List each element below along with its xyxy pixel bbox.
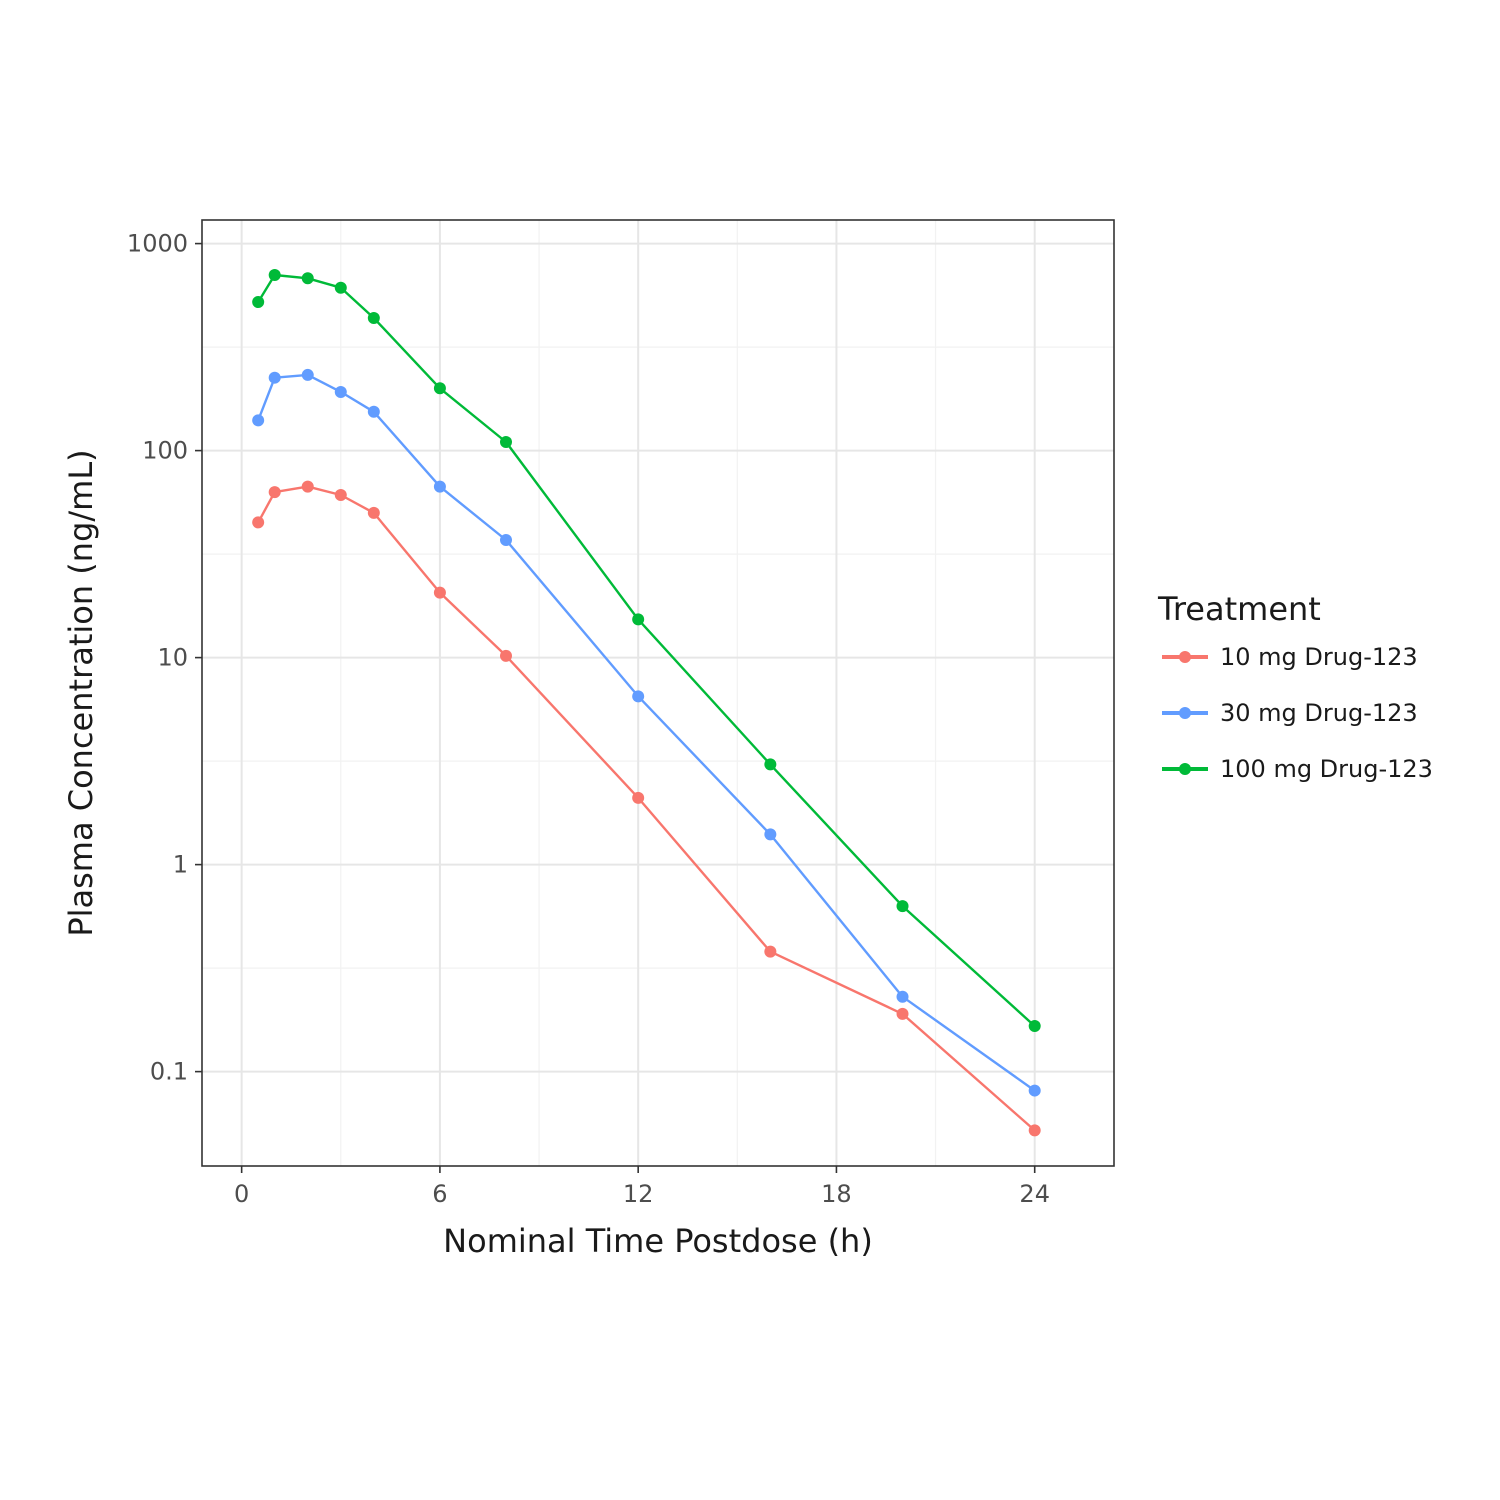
y-tick-label: 100 [142, 437, 188, 465]
legend-item: 30 mg Drug-123 [1162, 699, 1418, 727]
data-point [334, 281, 347, 294]
data-point [896, 990, 909, 1003]
legend-item: 10 mg Drug-123 [1162, 643, 1418, 671]
data-point [1028, 1084, 1041, 1097]
data-point [500, 649, 512, 662]
x-tick-label: 12 [623, 1180, 654, 1208]
y-axis-title: Plasma Concentration (ng/mL) [62, 449, 100, 936]
data-point [632, 613, 645, 626]
series-2 [252, 368, 1041, 1097]
data-point [433, 382, 446, 395]
y-tick-label: 1 [173, 851, 188, 879]
series-3 [252, 269, 1041, 1033]
data-point [367, 312, 380, 325]
data-point [764, 945, 777, 958]
data-point [632, 690, 645, 703]
legend-label: 30 mg Drug-123 [1220, 699, 1418, 727]
x-axis-title: Nominal Time Postdose (h) [443, 1222, 873, 1260]
y-tick-label: 10 [157, 644, 188, 672]
data-point [301, 368, 314, 381]
legend-label: 10 mg Drug-123 [1220, 643, 1418, 671]
grid [202, 220, 1114, 1166]
legend-key-point [1179, 651, 1191, 663]
y-tick-label: 0.1 [150, 1058, 188, 1086]
axes: 0 6 12 18 24 0.1 1 10 100 1000 [127, 230, 1050, 1208]
legend-label: 100 mg Drug-123 [1220, 755, 1433, 783]
data-point [268, 269, 281, 282]
data-point [896, 900, 909, 913]
series-layer [252, 269, 1041, 1137]
data-point [1028, 1124, 1041, 1137]
x-tick-label: 18 [821, 1180, 852, 1208]
x-tick-label: 6 [432, 1180, 447, 1208]
legend-key-point [1179, 707, 1191, 719]
data-point [301, 480, 314, 493]
data-point [252, 516, 265, 529]
legend-key-point [1179, 763, 1191, 775]
legend-title: Treatment [1157, 590, 1321, 628]
y-tick-label: 1000 [127, 230, 188, 258]
data-point [334, 489, 347, 502]
data-point [268, 486, 281, 499]
data-point [764, 828, 777, 841]
data-point [1028, 1020, 1041, 1033]
data-point [500, 533, 512, 546]
series-1 [252, 480, 1041, 1137]
legend-item: 100 mg Drug-123 [1162, 755, 1433, 783]
data-point [367, 405, 380, 418]
x-tick-label: 0 [234, 1180, 249, 1208]
data-point [334, 385, 347, 398]
data-point [252, 296, 265, 309]
data-point [632, 791, 645, 804]
data-point [433, 480, 446, 493]
data-point [367, 506, 380, 519]
plot-panel [202, 220, 1114, 1166]
data-point [252, 414, 265, 427]
data-point [268, 371, 281, 384]
data-point [896, 1007, 909, 1020]
data-point [433, 586, 446, 599]
data-point [764, 758, 777, 771]
legend: Treatment 10 mg Drug-123 30 mg Drug-123 10… [1157, 590, 1433, 783]
x-tick-label: 24 [1019, 1180, 1050, 1208]
data-point [500, 436, 512, 449]
data-point [301, 272, 314, 285]
panel-border [201, 219, 1115, 1167]
